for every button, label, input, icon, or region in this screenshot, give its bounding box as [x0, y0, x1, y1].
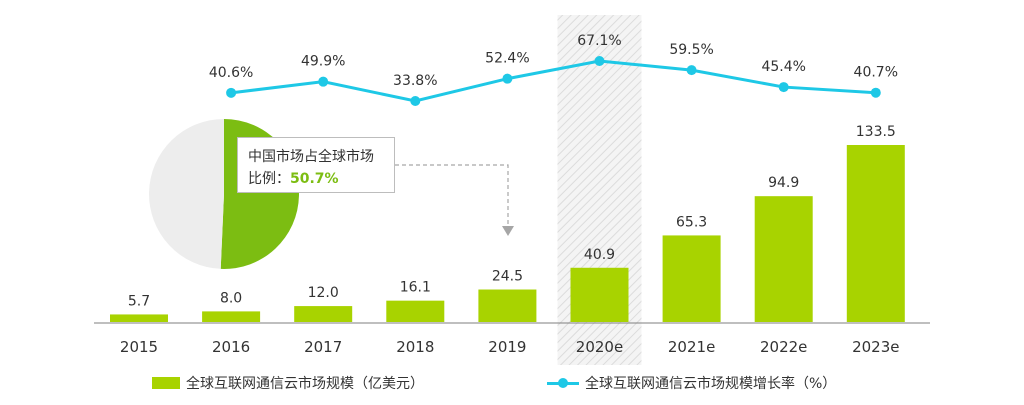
- growth-value-label: 45.4%: [761, 59, 805, 75]
- callout-text: 中国市场占全球市场比例：: [248, 149, 374, 187]
- bar-value-label: 5.7: [128, 293, 150, 309]
- x-tick-label: 2020e: [576, 338, 623, 356]
- growth-point-2019: [502, 73, 513, 84]
- bar-2019: [478, 289, 537, 322]
- growth-value-label: 52.4%: [485, 51, 529, 67]
- bar-value-label: 12.0: [308, 285, 339, 301]
- growth-point-2023e: [870, 87, 881, 98]
- x-tick-label: 2018: [396, 338, 434, 356]
- growth-point-2016: [226, 87, 237, 98]
- legend-item-line: 全球互联网通信云市场规模增长率（%）: [547, 374, 836, 392]
- growth-value-label: 40.6%: [209, 65, 253, 81]
- bar-value-label: 8.0: [220, 290, 242, 306]
- legend-line-label: 全球互联网通信云市场规模增长率（%）: [585, 376, 837, 392]
- growth-value-label: 49.9%: [301, 54, 345, 70]
- legend-bar-label: 全球互联网通信云市场规模（亿美元）: [186, 376, 424, 392]
- x-tick-label: 2019: [488, 338, 526, 356]
- growth-point-2020e: [594, 56, 605, 66]
- growth-value-label: 40.7%: [854, 65, 898, 81]
- bar-2022e: [754, 196, 813, 322]
- growth-value-label: 59.5%: [669, 42, 713, 58]
- bar-value-label: 133.5: [856, 124, 896, 140]
- bar-2018: [386, 300, 445, 322]
- growth-point-2017: [318, 76, 329, 87]
- china-share-callout: 中国市场占全球市场比例：50.7%: [237, 137, 395, 193]
- growth-point-2022e: [778, 82, 789, 93]
- bar-value-label: 65.3: [676, 214, 707, 230]
- bar-value-label: 16.1: [400, 280, 431, 296]
- x-tick-label: 2021e: [668, 338, 715, 356]
- growth-rate-line: [230, 59, 876, 103]
- bar-2023e: [846, 145, 905, 322]
- bar-2021e: [662, 235, 721, 322]
- bar-value-label: 40.9: [584, 247, 615, 263]
- x-tick-label: 2016: [212, 338, 250, 356]
- pie-slice-other: [149, 119, 224, 269]
- bar-2020e: [570, 267, 629, 322]
- x-tick-label: 2017: [304, 338, 342, 356]
- callout-arrow-line: [395, 164, 509, 226]
- x-tick-label: 2023e: [852, 338, 899, 356]
- growth-point-2018: [410, 96, 421, 106]
- legend-line-swatch: [547, 377, 579, 389]
- bar-2015: [110, 314, 168, 322]
- legend-bar-swatch: [152, 377, 180, 389]
- bar-2016: [202, 311, 261, 322]
- x-tick-label: 2022e: [760, 338, 807, 356]
- callout-arrow-head: [502, 226, 514, 236]
- growth-value-label: 67.1%: [577, 33, 621, 49]
- growth-value-label: 33.8%: [393, 73, 437, 89]
- bar-value-label: 24.5: [492, 269, 523, 285]
- legend-item-bar: 全球互联网通信云市场规模（亿美元）: [152, 374, 424, 392]
- bar-value-label: 94.9: [768, 175, 799, 191]
- callout-value: 50.7%: [290, 171, 339, 187]
- growth-point-2021e: [686, 65, 697, 76]
- x-tick-label: 2015: [120, 338, 158, 356]
- bar-2017: [294, 306, 353, 322]
